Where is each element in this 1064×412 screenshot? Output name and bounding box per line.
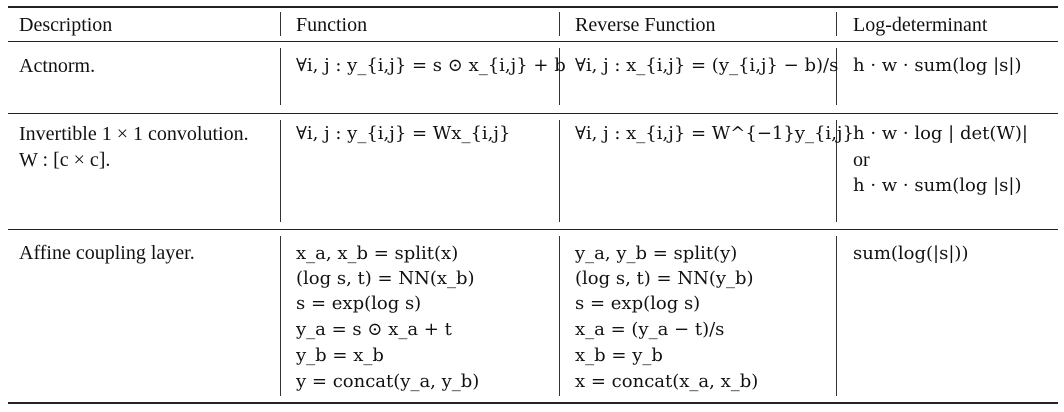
row-coupling-reverse-line6: x = concat(x_a, x_b) — [575, 371, 759, 392]
col-sep-1-r3 — [280, 236, 281, 396]
row-coupling-function-line2: (log s, t) = NN(x_b) — [296, 268, 475, 289]
header-rule — [8, 41, 1058, 42]
row-coupling-function-line6: y = concat(y_a, y_b) — [296, 371, 480, 392]
row-coupling-description: Affine coupling layer. — [19, 242, 195, 264]
col-sep-2 — [559, 12, 560, 36]
row-actnorm-logdet: h · w · sum(log |s|) — [853, 55, 1022, 76]
row-conv-logdet-line2: or — [853, 149, 870, 171]
row-coupling-reverse-line1: y_a, y_b = split(y) — [575, 243, 738, 264]
row-coupling-logdet: sum(log(|s|)) — [853, 243, 969, 264]
row-coupling-function-line3: s = exp(log s) — [296, 293, 422, 314]
header-reverse-function: Reverse Function — [575, 14, 716, 36]
col-sep-1 — [280, 12, 281, 36]
header-description: Description — [19, 14, 113, 36]
row-actnorm-description: Actnorm. — [19, 55, 96, 77]
col-sep-2-r3 — [559, 236, 560, 396]
row-coupling-reverse-line3: s = exp(log s) — [575, 293, 701, 314]
row-coupling-function-line4: y_a = s ⊙ x_a + t — [296, 319, 452, 340]
col-sep-3-r3 — [836, 236, 837, 396]
col-sep-2-r1 — [559, 48, 560, 105]
row-conv-description-line2: W : [c × c]. — [19, 149, 111, 171]
row-rule-2 — [8, 229, 1058, 230]
col-sep-3-r2 — [836, 120, 837, 222]
top-rule — [8, 6, 1058, 8]
col-sep-3 — [836, 12, 837, 36]
col-sep-1-r2 — [280, 120, 281, 222]
col-sep-1-r1 — [280, 48, 281, 105]
row-coupling-function-line5: y_b = x_b — [296, 345, 384, 366]
col-sep-3-r1 — [836, 48, 837, 105]
row-actnorm-function: ∀i, j : y_{i,j} = s ⊙ x_{i,j} + b — [296, 55, 566, 76]
row-conv-logdet-line1: h · w · log | det(W)| — [853, 123, 1028, 144]
row-conv-function: ∀i, j : y_{i,j} = Wx_{i,j} — [296, 123, 511, 144]
row-coupling-function-line1: x_a, x_b = split(x) — [296, 243, 459, 264]
header-log-determinant: Log-determinant — [853, 14, 988, 36]
row-actnorm-reverse: ∀i, j : x_{i,j} = (y_{i,j} − b)/s — [575, 55, 839, 76]
row-conv-logdet-line3: h · w · sum(log |s|) — [853, 175, 1022, 196]
row-rule-1 — [8, 113, 1058, 114]
row-conv-reverse: ∀i, j : x_{i,j} = W^{−1}y_{i,j} — [575, 123, 854, 144]
col-sep-2-r2 — [559, 120, 560, 222]
header-function: Function — [296, 14, 368, 36]
row-conv-description-line1: Invertible 1 × 1 convolution. — [19, 123, 249, 145]
row-coupling-reverse-line4: x_a = (y_a − t)/s — [575, 319, 725, 340]
bottom-rule — [8, 402, 1058, 404]
row-coupling-reverse-line5: x_b = y_b — [575, 345, 663, 366]
row-coupling-reverse-line2: (log s, t) = NN(y_b) — [575, 268, 754, 289]
